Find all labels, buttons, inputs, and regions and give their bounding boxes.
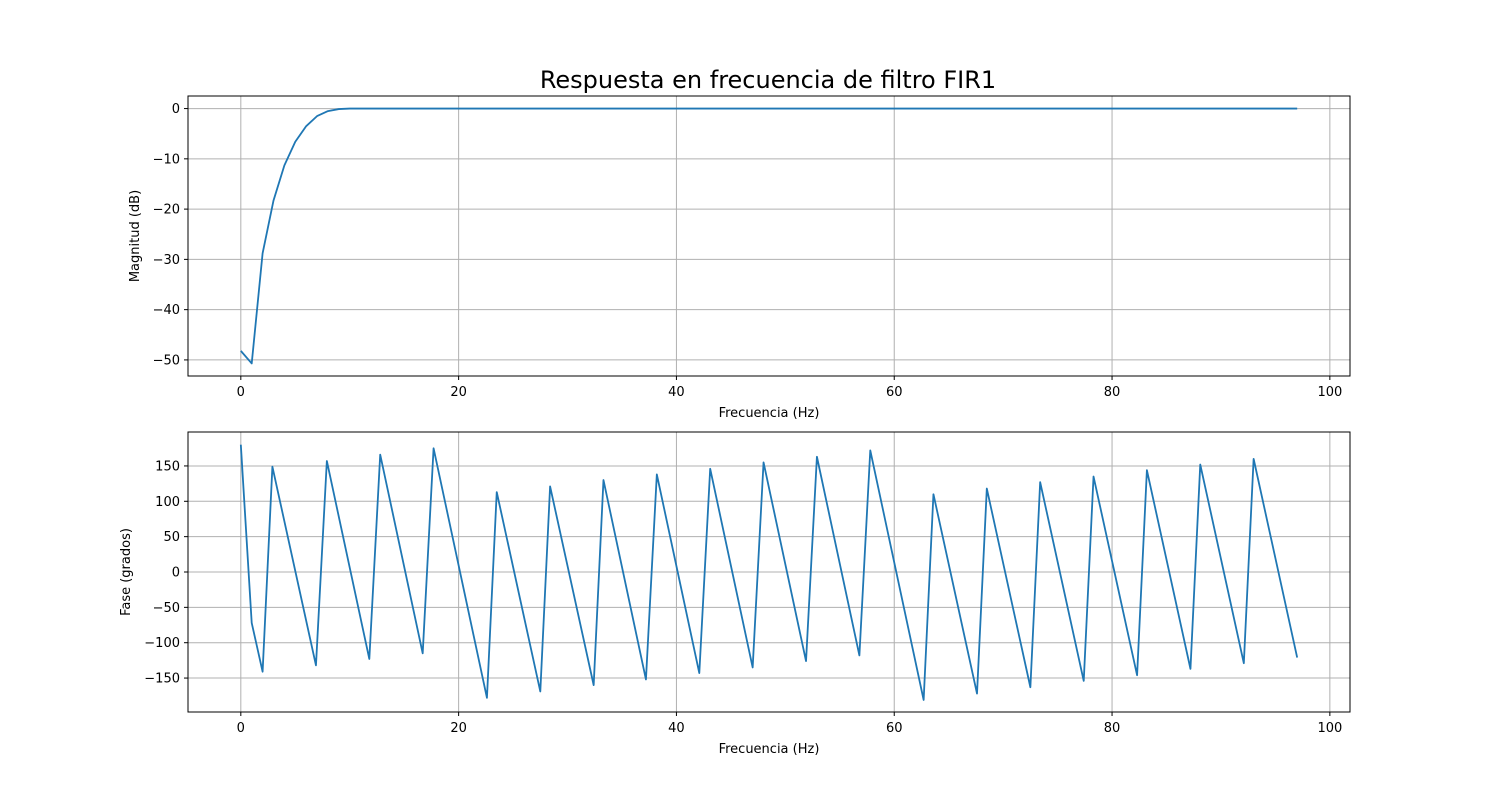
figure-title: Respuesta en frecuencia de filtro FIR1	[540, 66, 996, 94]
phase-y-tick-label: 150	[155, 459, 180, 474]
phase-y-tick-label: −150	[144, 672, 180, 687]
magnitude-x-tick-label: 100	[1317, 385, 1342, 400]
magnitude-y-tick-label: 0	[172, 102, 180, 117]
magnitude-series-line	[240, 107, 1298, 365]
phase-x-tick-label: 60	[886, 721, 903, 736]
phase-x-tick-label: 100	[1317, 721, 1342, 736]
magnitude-x-axis-label: Frecuencia (Hz)	[719, 406, 820, 421]
phase-y-axis-label: Fase (grados)	[119, 528, 134, 616]
phase-ticks: 0 20 40 60 80 100 −150 −100 −50 0 50 100 150	[144, 459, 1342, 736]
phase-x-tick-label: 0	[237, 721, 245, 736]
phase-y-tick-label: 0	[172, 566, 180, 581]
magnitude-plot-frame	[187, 95, 1351, 377]
phase-grid	[188, 432, 1350, 712]
magnitude-axes: 0 20 40 60 80 100 −50 −40 −30 −20 −10 0 Frecuencia …	[128, 95, 1351, 421]
phase-series-line	[239, 444, 1299, 701]
phase-axes: 0 20 40 60 80 100 −150 −100 −50 0 50 100 150 Frecuen…	[119, 431, 1351, 757]
magnitude-y-tick-label: −20	[153, 203, 180, 218]
phase-y-tick-label: −100	[144, 636, 180, 651]
magnitude-y-tick-label: −40	[153, 303, 180, 318]
magnitude-x-tick-label: 20	[450, 385, 467, 400]
magnitude-x-tick-label: 60	[886, 385, 903, 400]
magnitude-ticks: 0 20 40 60 80 100 −50 −40 −30 −20 −10 0	[153, 102, 1343, 400]
magnitude-x-tick-label: 80	[1104, 385, 1121, 400]
phase-series-layer	[239, 444, 1299, 701]
magnitude-x-tick-label: 0	[237, 385, 245, 400]
magnitude-series-layer	[240, 107, 1298, 365]
magnitude-x-tick-label: 40	[668, 385, 685, 400]
phase-x-tick-label: 40	[668, 721, 685, 736]
phase-y-tick-label: 50	[163, 530, 180, 545]
phase-x-tick-label: 80	[1104, 721, 1121, 736]
magnitude-y-tick-label: −10	[153, 152, 180, 167]
magnitude-y-axis-label: Magnitud (dB)	[128, 190, 143, 282]
phase-y-tick-label: −50	[153, 601, 180, 616]
magnitude-y-tick-label: −50	[153, 353, 180, 368]
magnitude-y-tick-label: −30	[153, 253, 180, 268]
phase-x-axis-label: Frecuencia (Hz)	[719, 742, 820, 757]
phase-y-tick-label: 100	[155, 495, 180, 510]
phase-x-tick-label: 20	[450, 721, 467, 736]
